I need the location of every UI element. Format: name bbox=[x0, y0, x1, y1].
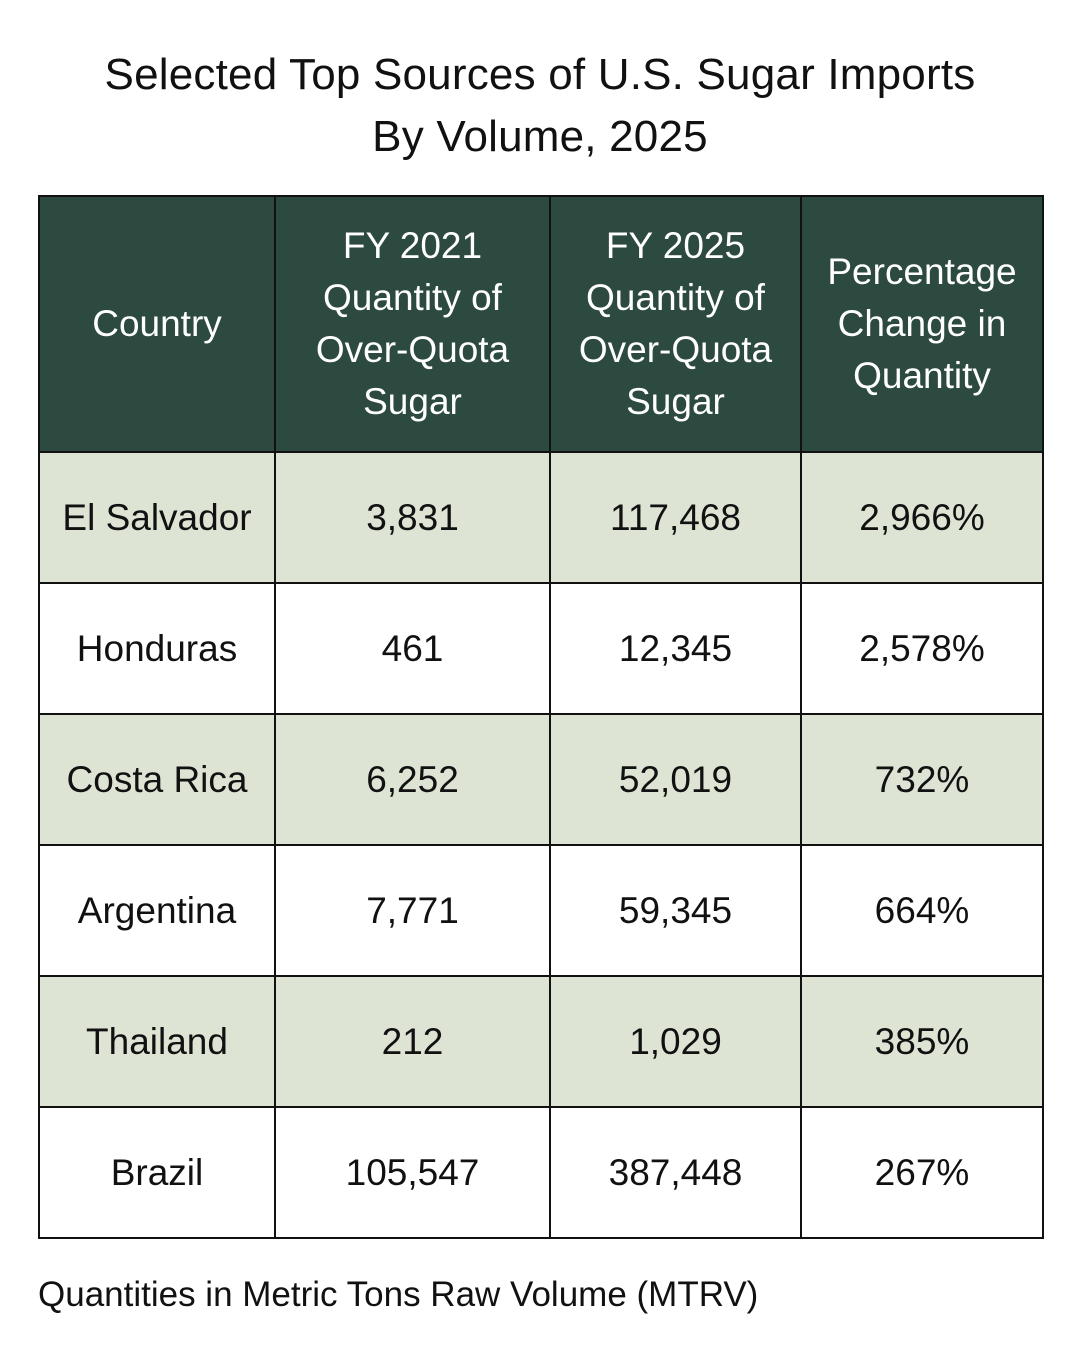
cell-fy2021: 6,252 bbox=[274, 713, 551, 846]
cell-percent-change: 267% bbox=[800, 1106, 1044, 1239]
table-footnote: Quantities in Metric Tons Raw Volume (MT… bbox=[38, 1275, 759, 1314]
table-row: Costa Rica 6,252 52,019 732% bbox=[38, 713, 1044, 846]
cell-country: Honduras bbox=[38, 582, 276, 715]
cell-fy2021: 105,547 bbox=[274, 1106, 551, 1239]
table-row: Thailand 212 1,029 385% bbox=[38, 975, 1044, 1108]
cell-percent-change: 664% bbox=[800, 844, 1044, 977]
table-row: Argentina 7,771 59,345 664% bbox=[38, 844, 1044, 977]
cell-percent-change: 385% bbox=[800, 975, 1044, 1108]
cell-fy2021: 3,831 bbox=[274, 451, 551, 584]
cell-fy2021: 212 bbox=[274, 975, 551, 1108]
cell-fy2025: 12,345 bbox=[549, 582, 802, 715]
cell-country: Thailand bbox=[38, 975, 276, 1108]
table-row: El Salvador 3,831 117,468 2,966% bbox=[38, 451, 1044, 584]
header-percentage-change: Percentage Change in Quantity bbox=[800, 195, 1044, 453]
cell-percent-change: 2,578% bbox=[800, 582, 1044, 715]
chart-title-line-1: Selected Top Sources of U.S. Sugar Impor… bbox=[104, 50, 976, 99]
cell-fy2021: 461 bbox=[274, 582, 551, 715]
table-row: Brazil 105,547 387,448 267% bbox=[38, 1106, 1044, 1239]
cell-country: Costa Rica bbox=[38, 713, 276, 846]
chart-title-line-2: By Volume, 2025 bbox=[372, 112, 708, 161]
cell-fy2025: 387,448 bbox=[549, 1106, 802, 1239]
header-fy2021-quantity: FY 2021 Quantity of Over-Quota Sugar bbox=[274, 195, 551, 453]
sugar-imports-table: Country FY 2021 Quantity of Over-Quota S… bbox=[38, 195, 1044, 1239]
header-country: Country bbox=[38, 195, 276, 453]
table-header-row: Country FY 2021 Quantity of Over-Quota S… bbox=[38, 195, 1044, 453]
cell-fy2021: 7,771 bbox=[274, 844, 551, 977]
header-fy2025-quantity: FY 2025 Quantity of Over-Quota Sugar bbox=[549, 195, 802, 453]
cell-country: El Salvador bbox=[38, 451, 276, 584]
chart-title: Selected Top Sources of U.S. Sugar Impor… bbox=[0, 44, 1080, 168]
table-row: Honduras 461 12,345 2,578% bbox=[38, 582, 1044, 715]
cell-percent-change: 732% bbox=[800, 713, 1044, 846]
cell-fy2025: 117,468 bbox=[549, 451, 802, 584]
cell-percent-change: 2,966% bbox=[800, 451, 1044, 584]
cell-fy2025: 52,019 bbox=[549, 713, 802, 846]
cell-country: Argentina bbox=[38, 844, 276, 977]
cell-country: Brazil bbox=[38, 1106, 276, 1239]
cell-fy2025: 1,029 bbox=[549, 975, 802, 1108]
cell-fy2025: 59,345 bbox=[549, 844, 802, 977]
